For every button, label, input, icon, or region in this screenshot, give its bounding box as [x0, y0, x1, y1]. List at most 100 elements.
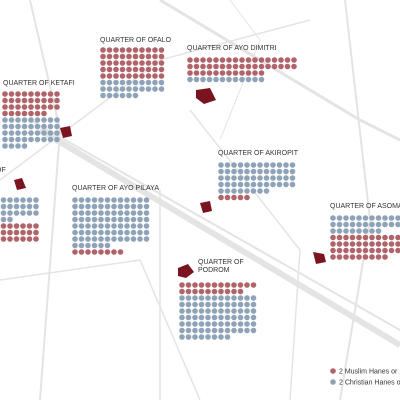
dot	[98, 236, 104, 242]
dot	[72, 216, 78, 223]
dot	[244, 308, 250, 314]
dot	[219, 76, 226, 83]
dot	[237, 314, 244, 321]
dot	[213, 57, 219, 63]
dot	[395, 221, 400, 228]
dot	[263, 168, 270, 175]
dot	[179, 282, 185, 288]
dot	[224, 168, 231, 175]
dot	[21, 104, 28, 110]
dot	[104, 249, 111, 255]
dot	[78, 236, 85, 242]
dot	[198, 295, 205, 301]
dot	[250, 321, 257, 327]
dot	[356, 254, 362, 260]
dot	[28, 136, 34, 143]
dot	[91, 216, 98, 223]
dot	[41, 110, 47, 117]
dot	[343, 228, 349, 234]
quarter-label: QUARTER OF AYO DIMITRI	[187, 45, 277, 52]
dot	[193, 63, 200, 70]
building	[313, 252, 326, 264]
dot	[139, 79, 145, 86]
dot	[7, 203, 13, 210]
dot	[349, 221, 356, 228]
dot	[47, 117, 54, 123]
dot	[47, 123, 54, 130]
dot	[179, 295, 185, 301]
dot	[218, 334, 224, 340]
dot	[145, 73, 152, 79]
dot	[257, 188, 263, 194]
dot	[250, 181, 257, 188]
dot	[72, 249, 78, 255]
dot	[26, 229, 33, 236]
dot	[219, 70, 226, 76]
dot	[375, 228, 382, 234]
dot	[362, 228, 369, 234]
dot	[130, 203, 137, 210]
dot	[100, 53, 106, 60]
dot	[28, 104, 34, 110]
dot	[34, 136, 41, 143]
dot	[211, 288, 218, 295]
dot	[237, 301, 244, 308]
dot	[145, 79, 152, 86]
dot	[271, 57, 278, 63]
dot	[362, 241, 369, 247]
dot	[283, 181, 289, 188]
dot	[145, 86, 152, 92]
dot	[375, 254, 382, 260]
dot	[124, 203, 130, 210]
dot	[231, 194, 237, 201]
muslim-dots	[218, 194, 250, 201]
dot	[330, 228, 336, 234]
quarter-label: QUARTER OF ASOMAT	[330, 203, 400, 210]
dot	[237, 181, 244, 188]
dot	[13, 223, 20, 229]
dot	[257, 162, 263, 168]
dot	[250, 327, 257, 334]
dot	[34, 104, 41, 110]
dot	[250, 168, 257, 175]
dot	[98, 229, 104, 236]
dot	[54, 97, 60, 104]
dot	[54, 136, 60, 143]
dot	[388, 247, 395, 254]
dot	[137, 197, 143, 203]
dot	[343, 234, 349, 241]
dot	[192, 308, 198, 314]
dot	[41, 104, 47, 110]
dot	[143, 203, 150, 210]
dot	[200, 76, 206, 83]
dot	[13, 203, 20, 210]
dot	[270, 175, 276, 181]
dot	[291, 63, 297, 70]
dot	[257, 175, 263, 181]
muslim-dots	[2, 91, 60, 117]
dot	[231, 301, 237, 308]
dot	[41, 117, 47, 123]
dot	[143, 210, 150, 216]
dot	[106, 47, 113, 53]
christian-dots	[218, 162, 296, 194]
dot	[33, 203, 39, 210]
dot	[85, 210, 91, 216]
dot	[187, 76, 193, 83]
dot	[250, 301, 257, 308]
dot	[33, 210, 39, 216]
dot	[369, 254, 375, 260]
dot	[283, 175, 289, 181]
dot	[117, 249, 124, 255]
dot	[200, 70, 206, 76]
dot	[211, 282, 218, 288]
dot	[343, 254, 349, 260]
dot	[258, 76, 265, 83]
dot	[113, 86, 119, 92]
quarter-label: QUARTER OF OFALO	[100, 37, 172, 44]
dot	[343, 215, 349, 221]
dot	[91, 197, 98, 203]
dot	[231, 188, 237, 194]
dot	[104, 216, 111, 223]
dot	[237, 308, 244, 314]
